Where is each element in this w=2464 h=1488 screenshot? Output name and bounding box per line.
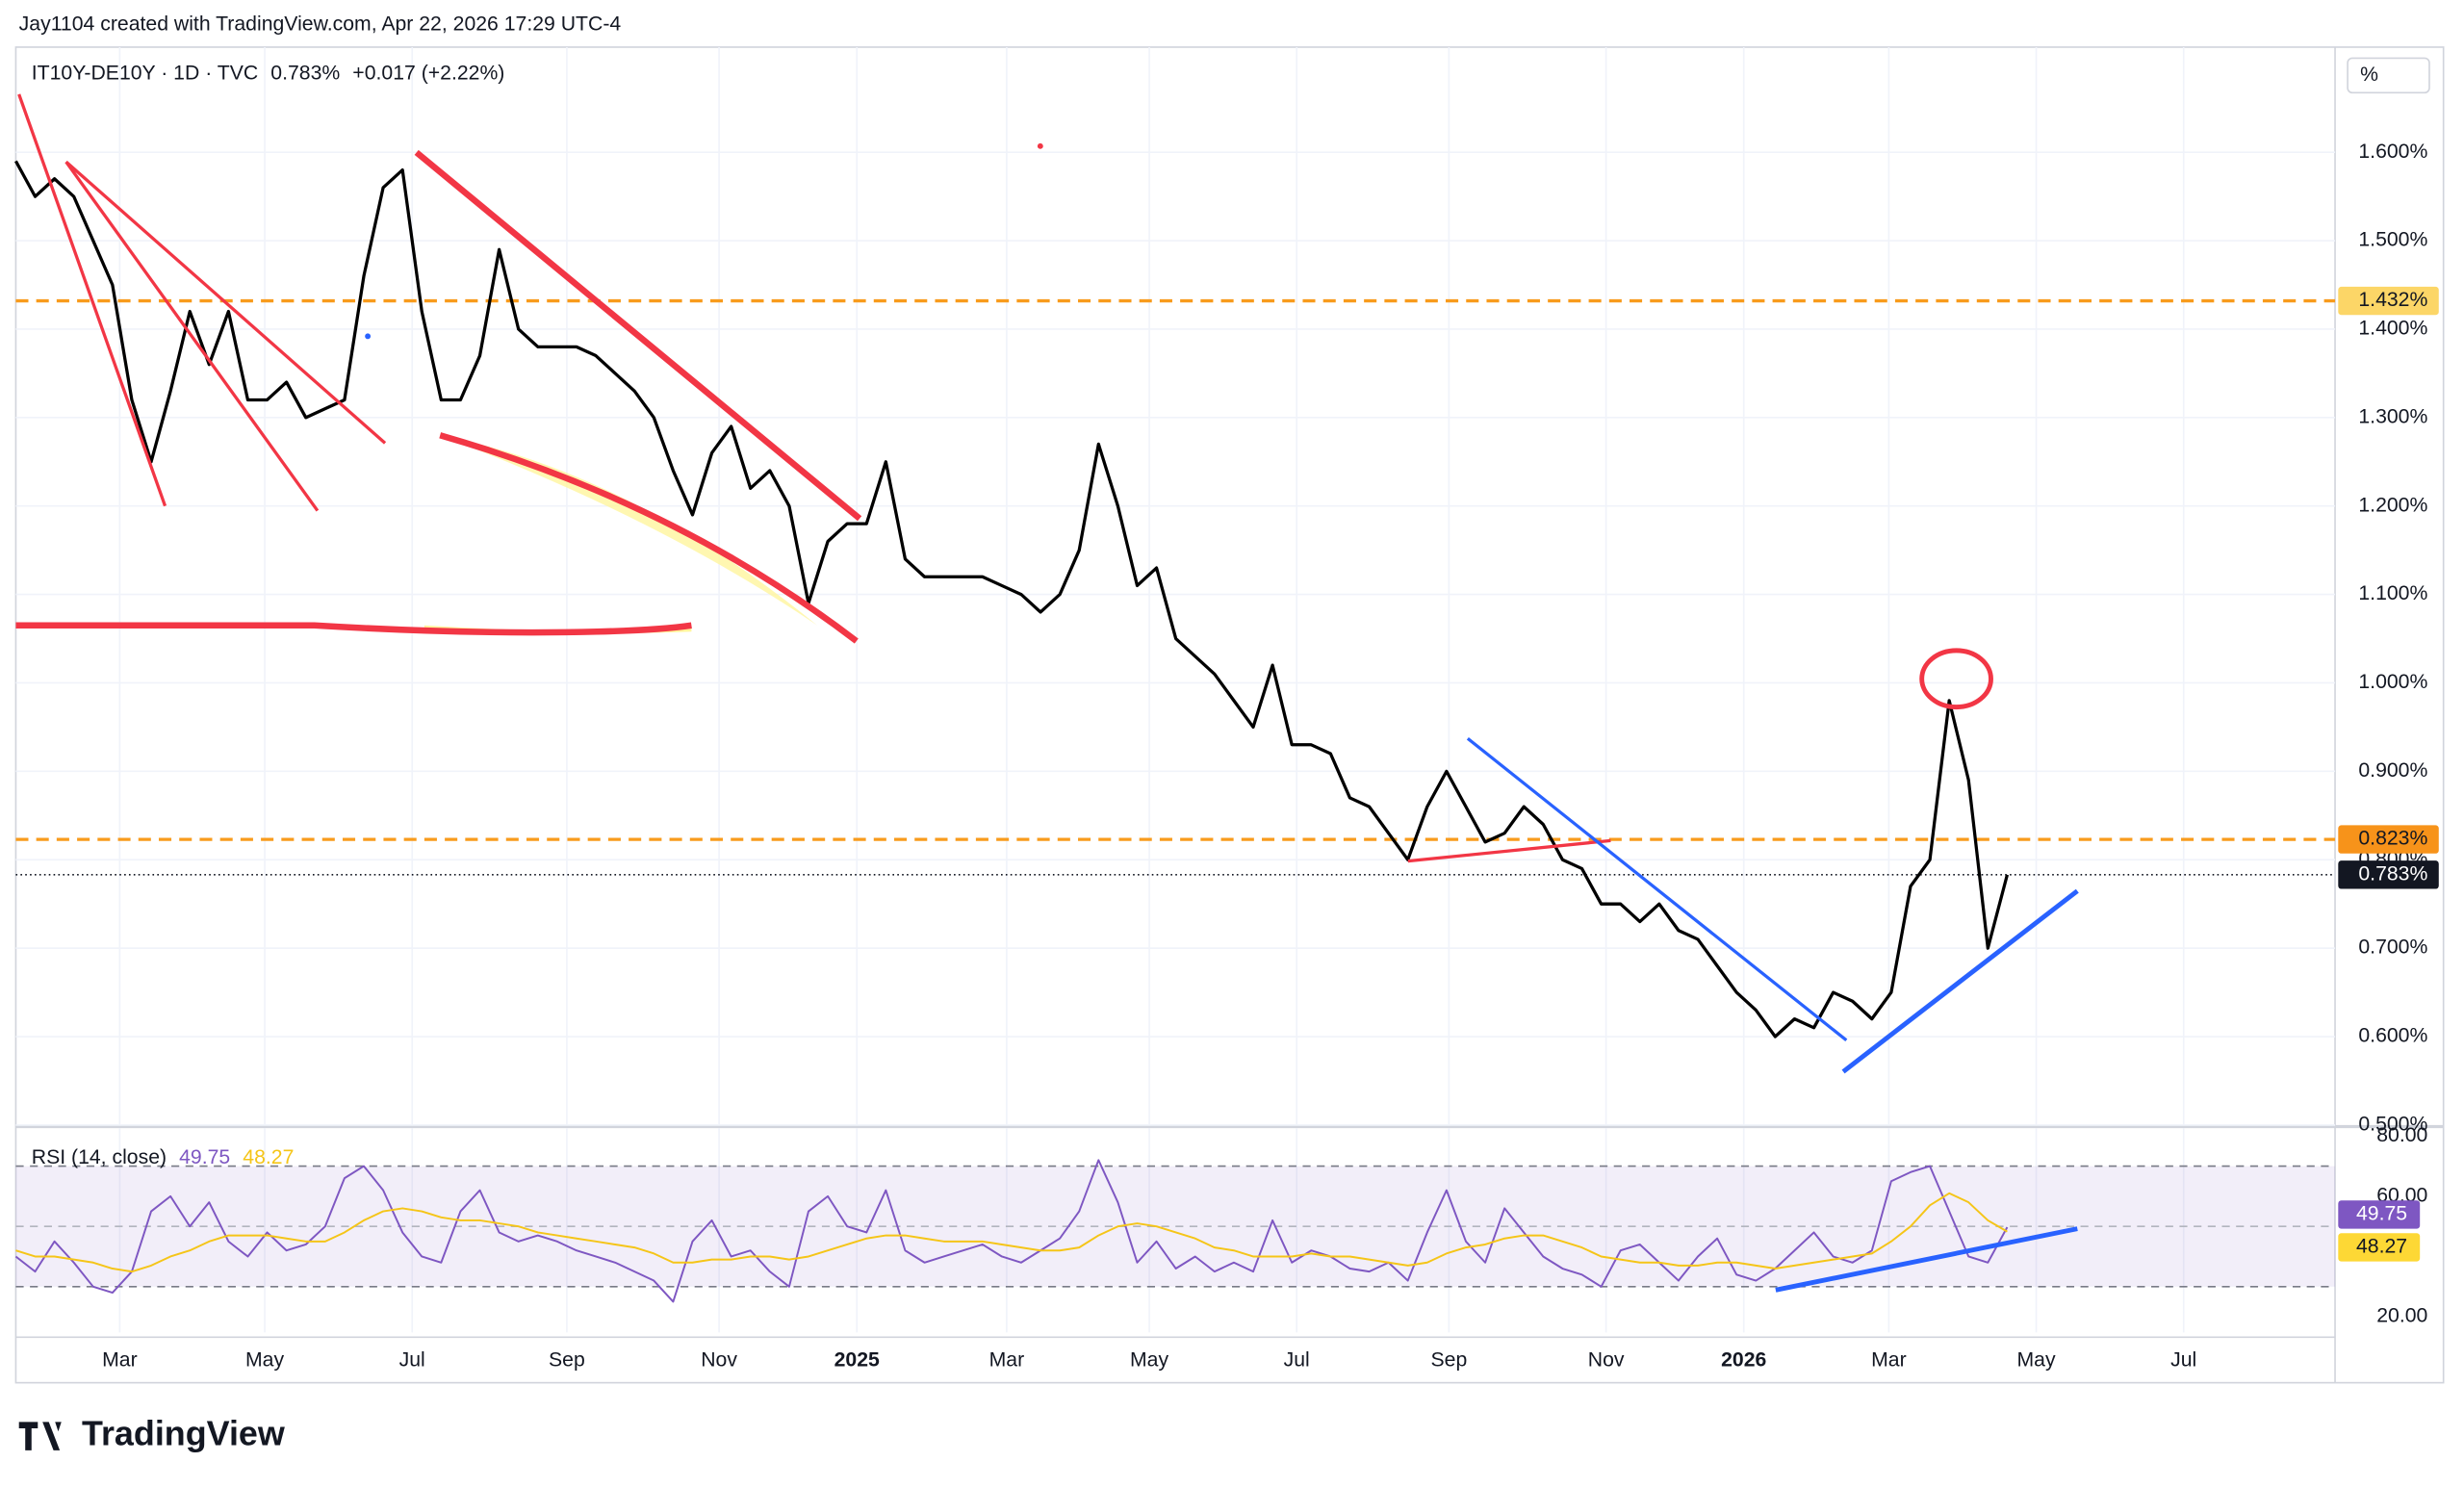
price-badge <box>2338 825 2439 854</box>
trendline <box>439 432 859 644</box>
y-tick-label: 0.700% <box>2358 936 2427 959</box>
y-tick-label: 0.600% <box>2358 1025 2427 1047</box>
x-tick-label: Sep <box>549 1348 585 1371</box>
series-line <box>13 160 2010 1039</box>
x-tick-label: Nov <box>701 1348 737 1371</box>
y-tick-label: 0.500% <box>2358 1113 2427 1135</box>
rsi-value: 49.75 <box>179 1146 230 1168</box>
x-tick-label: Mar <box>1871 1348 1907 1371</box>
attribution: Jay1104 created with TradingView.com, Ap… <box>19 13 622 36</box>
y-tick-label: 1.100% <box>2358 582 2427 604</box>
trendline <box>64 160 387 445</box>
x-tick-label: 2025 <box>834 1348 880 1371</box>
series-line <box>14 1159 2009 1303</box>
trendline <box>1841 888 2079 1074</box>
x-tick-label: May <box>2017 1348 2056 1371</box>
price-badge-label: 1.432% <box>2358 289 2427 311</box>
rsi-badge-label: 48.27 <box>2356 1236 2407 1258</box>
price-badge <box>2338 286 2439 316</box>
symbol: IT10Y-DE10Y · 1D · TVC <box>32 62 258 84</box>
y-tick-label: 1.200% <box>2358 494 2427 516</box>
series-line <box>15 1192 2008 1273</box>
x-tick-label: May <box>245 1348 284 1371</box>
trendline <box>64 161 320 512</box>
unit: % <box>2360 64 2378 86</box>
trendline <box>1407 838 1611 863</box>
annotations <box>15 93 2079 1293</box>
last-value: 0.783% <box>270 62 340 84</box>
unit-box[interactable] <box>2347 57 2430 94</box>
x-tick-label: Jul <box>399 1348 425 1371</box>
x-tick-label: Jul <box>2170 1348 2196 1371</box>
last-price-badge <box>2338 860 2439 889</box>
y-tick-label: 80.00 <box>2376 1124 2427 1146</box>
dot <box>1037 142 1043 149</box>
x-tick-label: Mar <box>989 1348 1025 1371</box>
dot <box>365 333 372 340</box>
x-tick-label: Sep <box>1431 1348 1468 1371</box>
trendline <box>17 93 167 507</box>
trendline <box>1775 1226 2078 1293</box>
x-tick-label: Jul <box>1284 1348 1310 1371</box>
x-tick-label: 2026 <box>1721 1348 1766 1371</box>
y-tick-label: 0.900% <box>2358 759 2427 782</box>
trendline <box>1466 737 1848 1042</box>
x-tick-label: Nov <box>1588 1348 1625 1371</box>
x-tick-label: Mar <box>102 1348 138 1371</box>
x-tick-label: May <box>1130 1348 1168 1371</box>
y-tick-label: 1.600% <box>2358 141 2427 163</box>
rsi-badge-label: 49.75 <box>2356 1203 2407 1225</box>
last-price-label: 0.783% <box>2358 862 2427 885</box>
logo-text: TradingView <box>82 1414 285 1453</box>
trendline <box>414 149 862 522</box>
price-badge-label: 0.823% <box>2358 828 2427 850</box>
y-tick-label: 1.500% <box>2358 229 2427 251</box>
circle <box>1919 648 1993 710</box>
rsi-badge <box>2338 1233 2421 1262</box>
y-tick-label: 1.000% <box>2358 671 2427 693</box>
rsi-ma-value: 48.27 <box>243 1146 294 1168</box>
logo: TradingView <box>18 1414 285 1453</box>
frame <box>14 46 2445 1384</box>
y-tick-label: 20.00 <box>2376 1305 2427 1327</box>
y-tick-label: 1.300% <box>2358 405 2427 427</box>
trendline <box>15 622 692 636</box>
change: +0.017 (+2.22%) <box>352 62 504 84</box>
rsi-badge <box>2338 1200 2421 1229</box>
rsi-label: RSI (14, close) <box>32 1146 167 1168</box>
y-tick-label: 1.400% <box>2358 318 2427 340</box>
